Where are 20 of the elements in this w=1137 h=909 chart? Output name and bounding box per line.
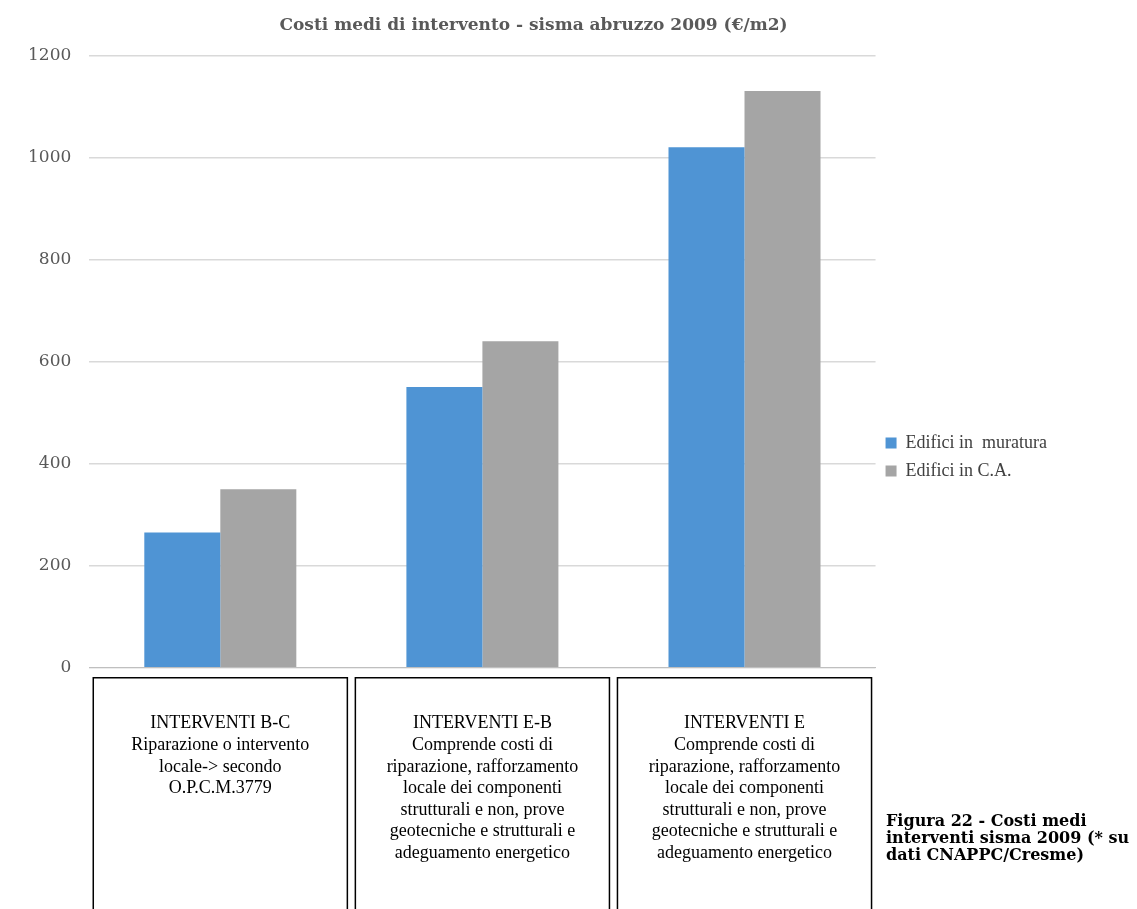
y-tick-label: 600 bbox=[38, 350, 72, 371]
x-tick-label: INTERVENTI E-B Comprende costi di riparazione, rafforzamento locale dei componenti strutturali e non, prove geotecniche e strutturali e adeguamento energetico bbox=[386, 712, 579, 862]
bar bbox=[668, 147, 745, 668]
bar bbox=[482, 341, 559, 668]
y-tick-label: 1200 bbox=[28, 43, 72, 64]
legend-label: Edifici in C.A. bbox=[905, 459, 1012, 480]
x-tick-label: INTERVENTI E Comprende costi di riparazione, rafforzamento locale dei componenti strutturali e non, prove geotecniche e strutturali e adeguamento energetico bbox=[648, 712, 841, 862]
y-tick-label: 200 bbox=[38, 554, 72, 575]
chart-title: Costi medi di intervento - sisma abruzzo 2009 (€/m2) bbox=[279, 13, 788, 34]
x-tick-label: INTERVENTI B-C Riparazione o intervento locale-> secondo O.P.C.M.3779 bbox=[131, 712, 310, 798]
y-tick-label: 800 bbox=[38, 247, 72, 268]
bar bbox=[144, 532, 221, 668]
bar bbox=[406, 387, 483, 668]
legend-label: Edifici in muratura bbox=[905, 431, 1048, 452]
y-tick-label: 0 bbox=[60, 656, 72, 677]
text: Figura 22 - Costi medi interventi sisma 2009 (* su dati CNAPPC/Cresme) bbox=[886, 811, 1131, 864]
bar bbox=[744, 91, 821, 668]
y-tick-label: 400 bbox=[38, 452, 72, 473]
y-tick-label: 1000 bbox=[28, 145, 72, 166]
bar bbox=[220, 489, 297, 668]
